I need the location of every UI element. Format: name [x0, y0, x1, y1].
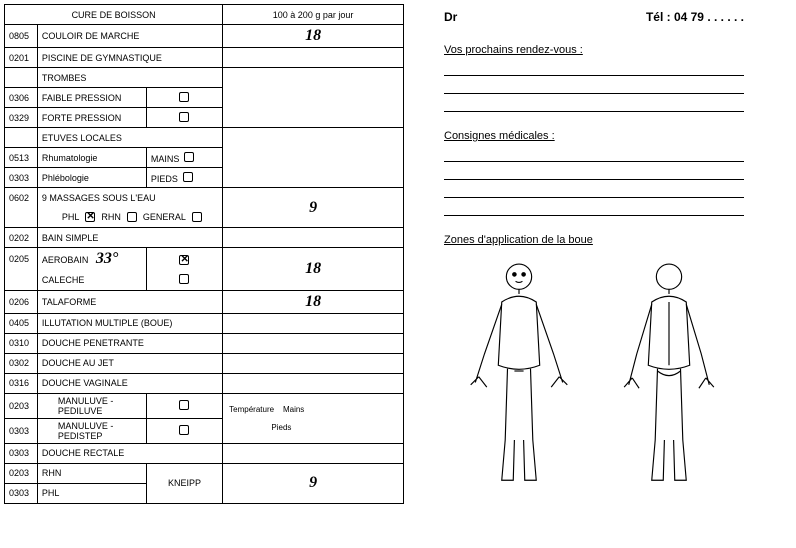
rdv-line[interactable] [444, 62, 744, 76]
val-trombes [223, 68, 404, 128]
val-etuves [223, 128, 404, 188]
header-dose: 100 à 200 g par jour [223, 5, 404, 25]
consignes-line[interactable] [444, 166, 744, 180]
dr-label: Dr [444, 10, 457, 24]
code-0316: 0316 [5, 373, 38, 393]
val-0303d [223, 443, 404, 463]
val-0201 [223, 48, 404, 68]
zones-title: Zones d'application de la boue [444, 234, 744, 246]
code-0310: 0310 [5, 333, 38, 353]
label-massages: 9 MASSAGES SOUS L'EAU [37, 188, 222, 208]
cb-aero[interactable] [179, 255, 189, 265]
rdv-title: Vos prochains rendez-vous : [444, 44, 744, 56]
treatment-form: CURE DE BOISSON 100 à 200 g par jour 080… [4, 4, 404, 504]
code-0206: 0206 [5, 290, 38, 313]
cb-mains[interactable] [184, 152, 194, 162]
code-0203m: 0203 [5, 393, 38, 418]
hw-33: 33° [96, 250, 118, 267]
cb-faible[interactable] [179, 92, 189, 102]
cb-manu1[interactable] [179, 400, 189, 410]
val-0302 [223, 353, 404, 373]
val-0602: 9 [309, 199, 317, 216]
code-0303k: 0303 [5, 483, 38, 503]
label-kneipp: KNEIPP [146, 463, 222, 503]
cb-rhn[interactable] [127, 212, 137, 222]
label-phleb: Phlébologie [37, 168, 146, 188]
code-0303d: 0303 [5, 443, 38, 463]
body-front-icon [459, 256, 579, 486]
label-rhum: Rhumatologie [37, 148, 146, 168]
label-phl-k: PHL [37, 483, 146, 503]
right-panel: Dr Tél : 04 79 . . . . . . Vos prochains… [444, 4, 744, 504]
val-0206: 18 [305, 293, 321, 310]
label-aero: AEROBAIN [42, 255, 89, 265]
label-penet: DOUCHE PENETRANTE [37, 333, 222, 353]
consignes-line[interactable] [444, 148, 744, 162]
code-0203k: 0203 [5, 463, 38, 483]
label-vag: DOUCHE VAGINALE [37, 373, 222, 393]
cb-general[interactable] [192, 212, 202, 222]
val-0310 [223, 333, 404, 353]
consignes-title: Consignes médicales : [444, 130, 744, 142]
label-caleche: CALECHE [37, 270, 146, 290]
label-trombes: TROMBES [37, 68, 222, 88]
val-0316 [223, 373, 404, 393]
header-cure: CURE DE BOISSON [5, 5, 223, 25]
label-etuves: ETUVES LOCALES [37, 128, 222, 148]
code-0513: 0513 [5, 148, 38, 168]
cb-forte[interactable] [179, 112, 189, 122]
tel-label: Tél : 04 79 . . . . . . [646, 10, 744, 24]
cb-pieds[interactable] [183, 172, 193, 182]
code-0303m: 0303 [5, 418, 38, 443]
val-0405 [223, 313, 404, 333]
label-faible: FAIBLE PRESSION [37, 88, 146, 108]
code-0306: 0306 [5, 88, 38, 108]
val-0205: 18 [305, 260, 321, 277]
code-0602: 0602 [5, 188, 38, 208]
code-0329: 0329 [5, 108, 38, 128]
label-bain: BAIN SIMPLE [37, 228, 222, 248]
code-0205: 0205 [5, 248, 38, 271]
consignes-line[interactable] [444, 184, 744, 198]
label-jet: DOUCHE AU JET [37, 353, 222, 373]
label-manu1: MANULUVE -PEDILUVE [37, 393, 146, 418]
label-piscine: PISCINE DE GYMNASTIQUE [37, 48, 222, 68]
pieds-label: Pieds [271, 423, 291, 432]
cb-phl[interactable] [85, 212, 95, 222]
code-0405: 0405 [5, 313, 38, 333]
code-0302: 0302 [5, 353, 38, 373]
val-0805: 18 [305, 27, 321, 44]
label-manu2: MANULUVE -PEDISTEP [37, 418, 146, 443]
rdv-line[interactable] [444, 98, 744, 112]
label-couloir: COULOIR DE MARCHE [37, 25, 222, 48]
code-0202: 0202 [5, 228, 38, 248]
label-forte: FORTE PRESSION [37, 108, 146, 128]
label-tala: TALAFORME [37, 290, 222, 313]
body-back-icon [609, 256, 729, 486]
code-0805: 0805 [5, 25, 38, 48]
massage-options: PHL RHN GENERAL [42, 212, 218, 222]
consignes-line[interactable] [444, 202, 744, 216]
label-illut: ILLUTATION MULTIPLE (BOUE) [37, 313, 222, 333]
sub-mains: MAINS [151, 154, 180, 164]
mains-label: Mains [283, 405, 304, 414]
cb-caleche[interactable] [179, 274, 189, 284]
label-rhn-k: RHN [37, 463, 146, 483]
code-0303p: 0303 [5, 168, 38, 188]
label-rect: DOUCHE RECTALE [37, 443, 222, 463]
code-0201: 0201 [5, 48, 38, 68]
sub-pieds: PIEDS [151, 174, 178, 184]
temp-label: Température [229, 405, 274, 414]
val-kneipp: 9 [309, 474, 317, 491]
val-0202 [223, 228, 404, 248]
cb-manu2[interactable] [179, 425, 189, 435]
rdv-line[interactable] [444, 80, 744, 94]
